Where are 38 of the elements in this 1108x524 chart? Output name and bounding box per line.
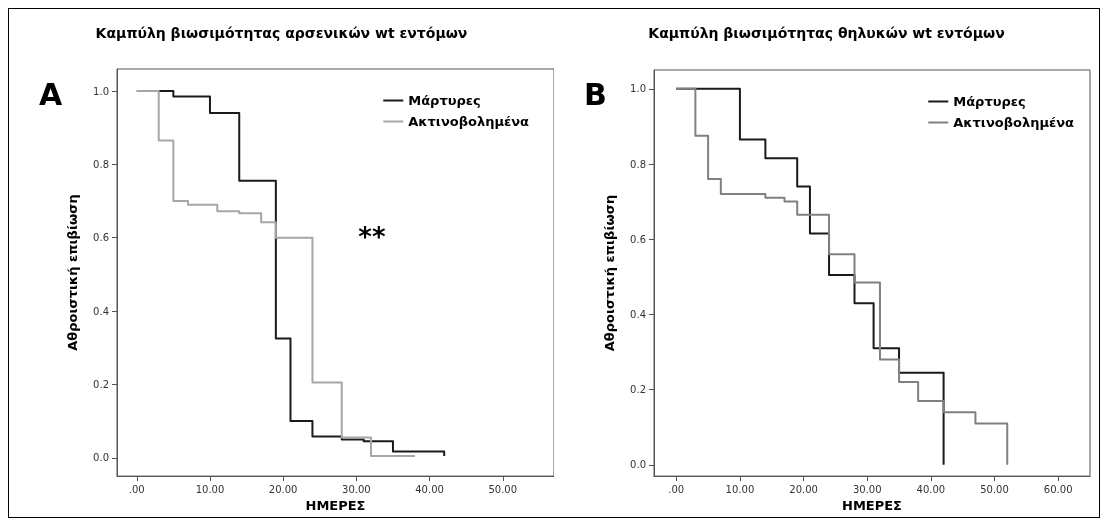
y-axis-title: Αθροιστική επιβίωση xyxy=(65,194,80,351)
annotation: ** xyxy=(358,222,386,253)
y-tick-label: 0.4 xyxy=(93,305,109,317)
x-tick-label: 50.00 xyxy=(488,483,518,495)
x-tick-label: .00 xyxy=(668,483,685,495)
y-tick-label: 0.8 xyxy=(630,158,646,170)
y-tick-label: 0.8 xyxy=(93,158,109,170)
x-tick-label: 30.00 xyxy=(342,483,371,495)
x-tick-label: .00 xyxy=(128,483,145,495)
x-tick-label: 30.00 xyxy=(852,483,882,495)
legend-label: Μάρτυρες xyxy=(953,94,1026,109)
x-axis-title: ΗΜΕΡΕΣ xyxy=(842,498,902,513)
x-tick-label: 10.00 xyxy=(725,483,755,495)
x-tick-label: 20.00 xyxy=(789,483,818,495)
legend-label: Ακτινοβολημένα xyxy=(953,115,1075,130)
y-tick-label: 0.6 xyxy=(93,232,109,244)
x-tick-label: 20.00 xyxy=(268,483,298,495)
y-tick-label: 0.6 xyxy=(630,233,646,245)
text: B xyxy=(584,76,607,112)
y-tick-label: 0.0 xyxy=(630,459,646,471)
legend-label: Μάρτυρες xyxy=(408,93,481,108)
text: A xyxy=(39,76,63,112)
y-axis-title: Αθροιστική επιβίωση xyxy=(602,194,617,352)
x-tick-label: 50.00 xyxy=(980,483,1009,495)
x-axis-title: ΗΜΕΡΕΣ xyxy=(305,498,366,513)
chart-title: Καμπύλη βιωσιμότητας θηλυκών wt εντόμων xyxy=(648,25,1005,41)
x-tick-label: 60.00 xyxy=(1043,483,1073,495)
legend-label: Ακτινοβολημένα xyxy=(408,114,530,129)
x-tick-label: 40.00 xyxy=(415,483,444,495)
y-tick-label: 1.0 xyxy=(93,85,109,97)
y-tick-label: 0.4 xyxy=(630,308,646,320)
x-tick-label: 40.00 xyxy=(916,483,946,495)
y-tick-label: 0.0 xyxy=(93,452,109,464)
chart-title: Καμπύλη βιωσιμότητας αρσενικών wt εντόμων xyxy=(95,25,468,41)
y-tick-label: 0.2 xyxy=(93,378,109,390)
y-tick-label: 1.0 xyxy=(630,83,646,95)
y-tick-label: 0.2 xyxy=(630,384,646,396)
x-tick-label: 10.00 xyxy=(195,483,225,495)
